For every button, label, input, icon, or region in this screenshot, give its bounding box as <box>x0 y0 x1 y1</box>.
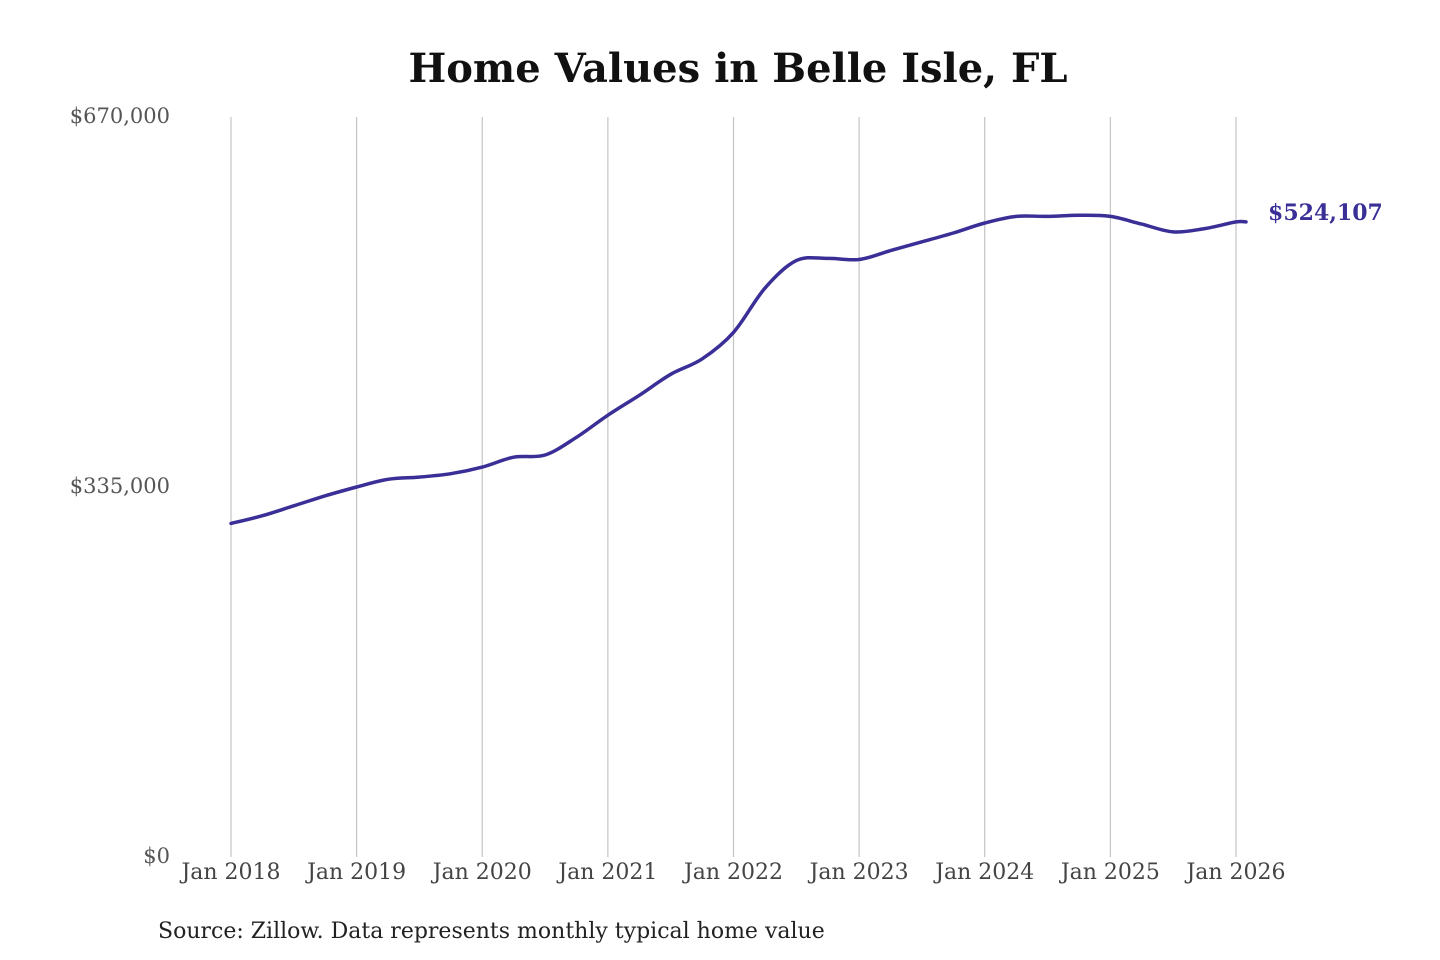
source-note: Source: Zillow. Data represents monthly … <box>158 919 825 944</box>
chart-title: Home Values in Belle Isle, FL <box>408 45 1067 92</box>
end-value-label: $524,107 <box>1268 200 1383 226</box>
x-tick-label: Jan 2023 <box>808 860 909 885</box>
x-axis-ticks: Jan 2018 Jan 2019 Jan 2020 Jan 2021 Jan 2022… <box>179 860 1285 885</box>
x-tick-label: Jan 2019 <box>305 860 406 885</box>
y-tick-label: $335,000 <box>70 474 170 498</box>
y-tick-label: $670,000 <box>70 104 170 128</box>
x-tick-label: Jan 2022 <box>682 860 783 885</box>
x-tick-label: Jan 2020 <box>431 860 532 885</box>
x-tick-label: Jan 2024 <box>933 860 1034 885</box>
x-tick-label: Jan 2018 <box>179 860 280 885</box>
gridlines <box>230 117 1237 857</box>
x-tick-label: Jan 2025 <box>1059 860 1160 885</box>
series-group: $524,107 <box>229 200 1383 526</box>
series-line-0 <box>229 213 1248 526</box>
x-tick-label: Jan 2026 <box>1184 860 1285 885</box>
x-tick-label: Jan 2021 <box>556 860 657 885</box>
y-tick-label: $0 <box>143 844 170 868</box>
y-axis-ticks: $0 $335,000 $670,000 <box>70 104 170 868</box>
